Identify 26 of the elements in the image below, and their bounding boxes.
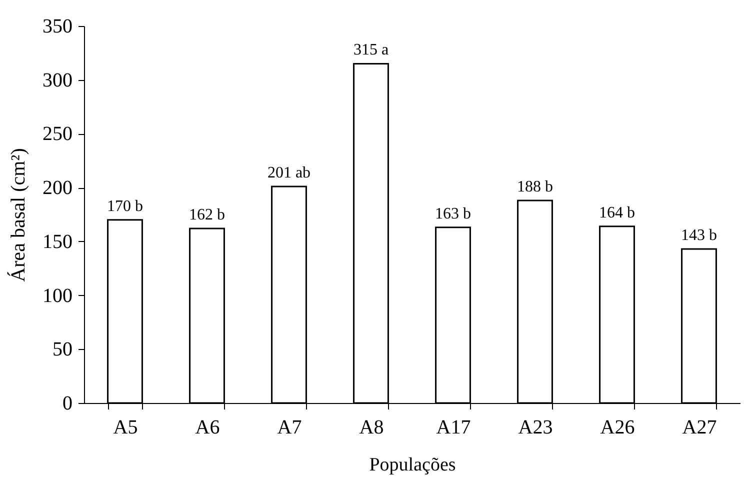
y-tick-label: 200 bbox=[42, 177, 72, 200]
data-label: 164 b bbox=[599, 204, 635, 222]
x-tick-label: A7 bbox=[277, 416, 302, 438]
y-tick-label: 250 bbox=[42, 123, 72, 146]
x-tick-label: A17 bbox=[436, 416, 471, 438]
x-tick-label: A23 bbox=[518, 416, 553, 438]
data-label: 163 b bbox=[435, 205, 471, 222]
y-tick-label: 150 bbox=[42, 230, 72, 253]
y-tick-label: 50 bbox=[52, 338, 72, 361]
y-tick-label: 100 bbox=[42, 284, 72, 307]
x-axis-title: Populações bbox=[369, 454, 456, 476]
x-tick-label: A26 bbox=[600, 416, 635, 438]
x-tick-label: A5 bbox=[113, 416, 138, 438]
y-axis-title: Área basal (cm²) bbox=[6, 148, 30, 282]
y-tick-label: 300 bbox=[42, 69, 72, 92]
data-label: 188 b bbox=[517, 178, 553, 196]
y-tick-label: 350 bbox=[42, 16, 72, 38]
data-label: 170 b bbox=[107, 198, 143, 215]
x-tick-label: A8 bbox=[359, 416, 384, 438]
x-tick-label: A6 bbox=[195, 416, 220, 438]
data-label: 143 b bbox=[681, 226, 717, 244]
data-label: 162 b bbox=[189, 206, 225, 224]
data-label: 315 a bbox=[353, 42, 389, 59]
y-tick-label: 0 bbox=[62, 392, 72, 414]
x-tick-label: A27 bbox=[682, 416, 717, 438]
data-label: 201 ab bbox=[267, 164, 311, 182]
